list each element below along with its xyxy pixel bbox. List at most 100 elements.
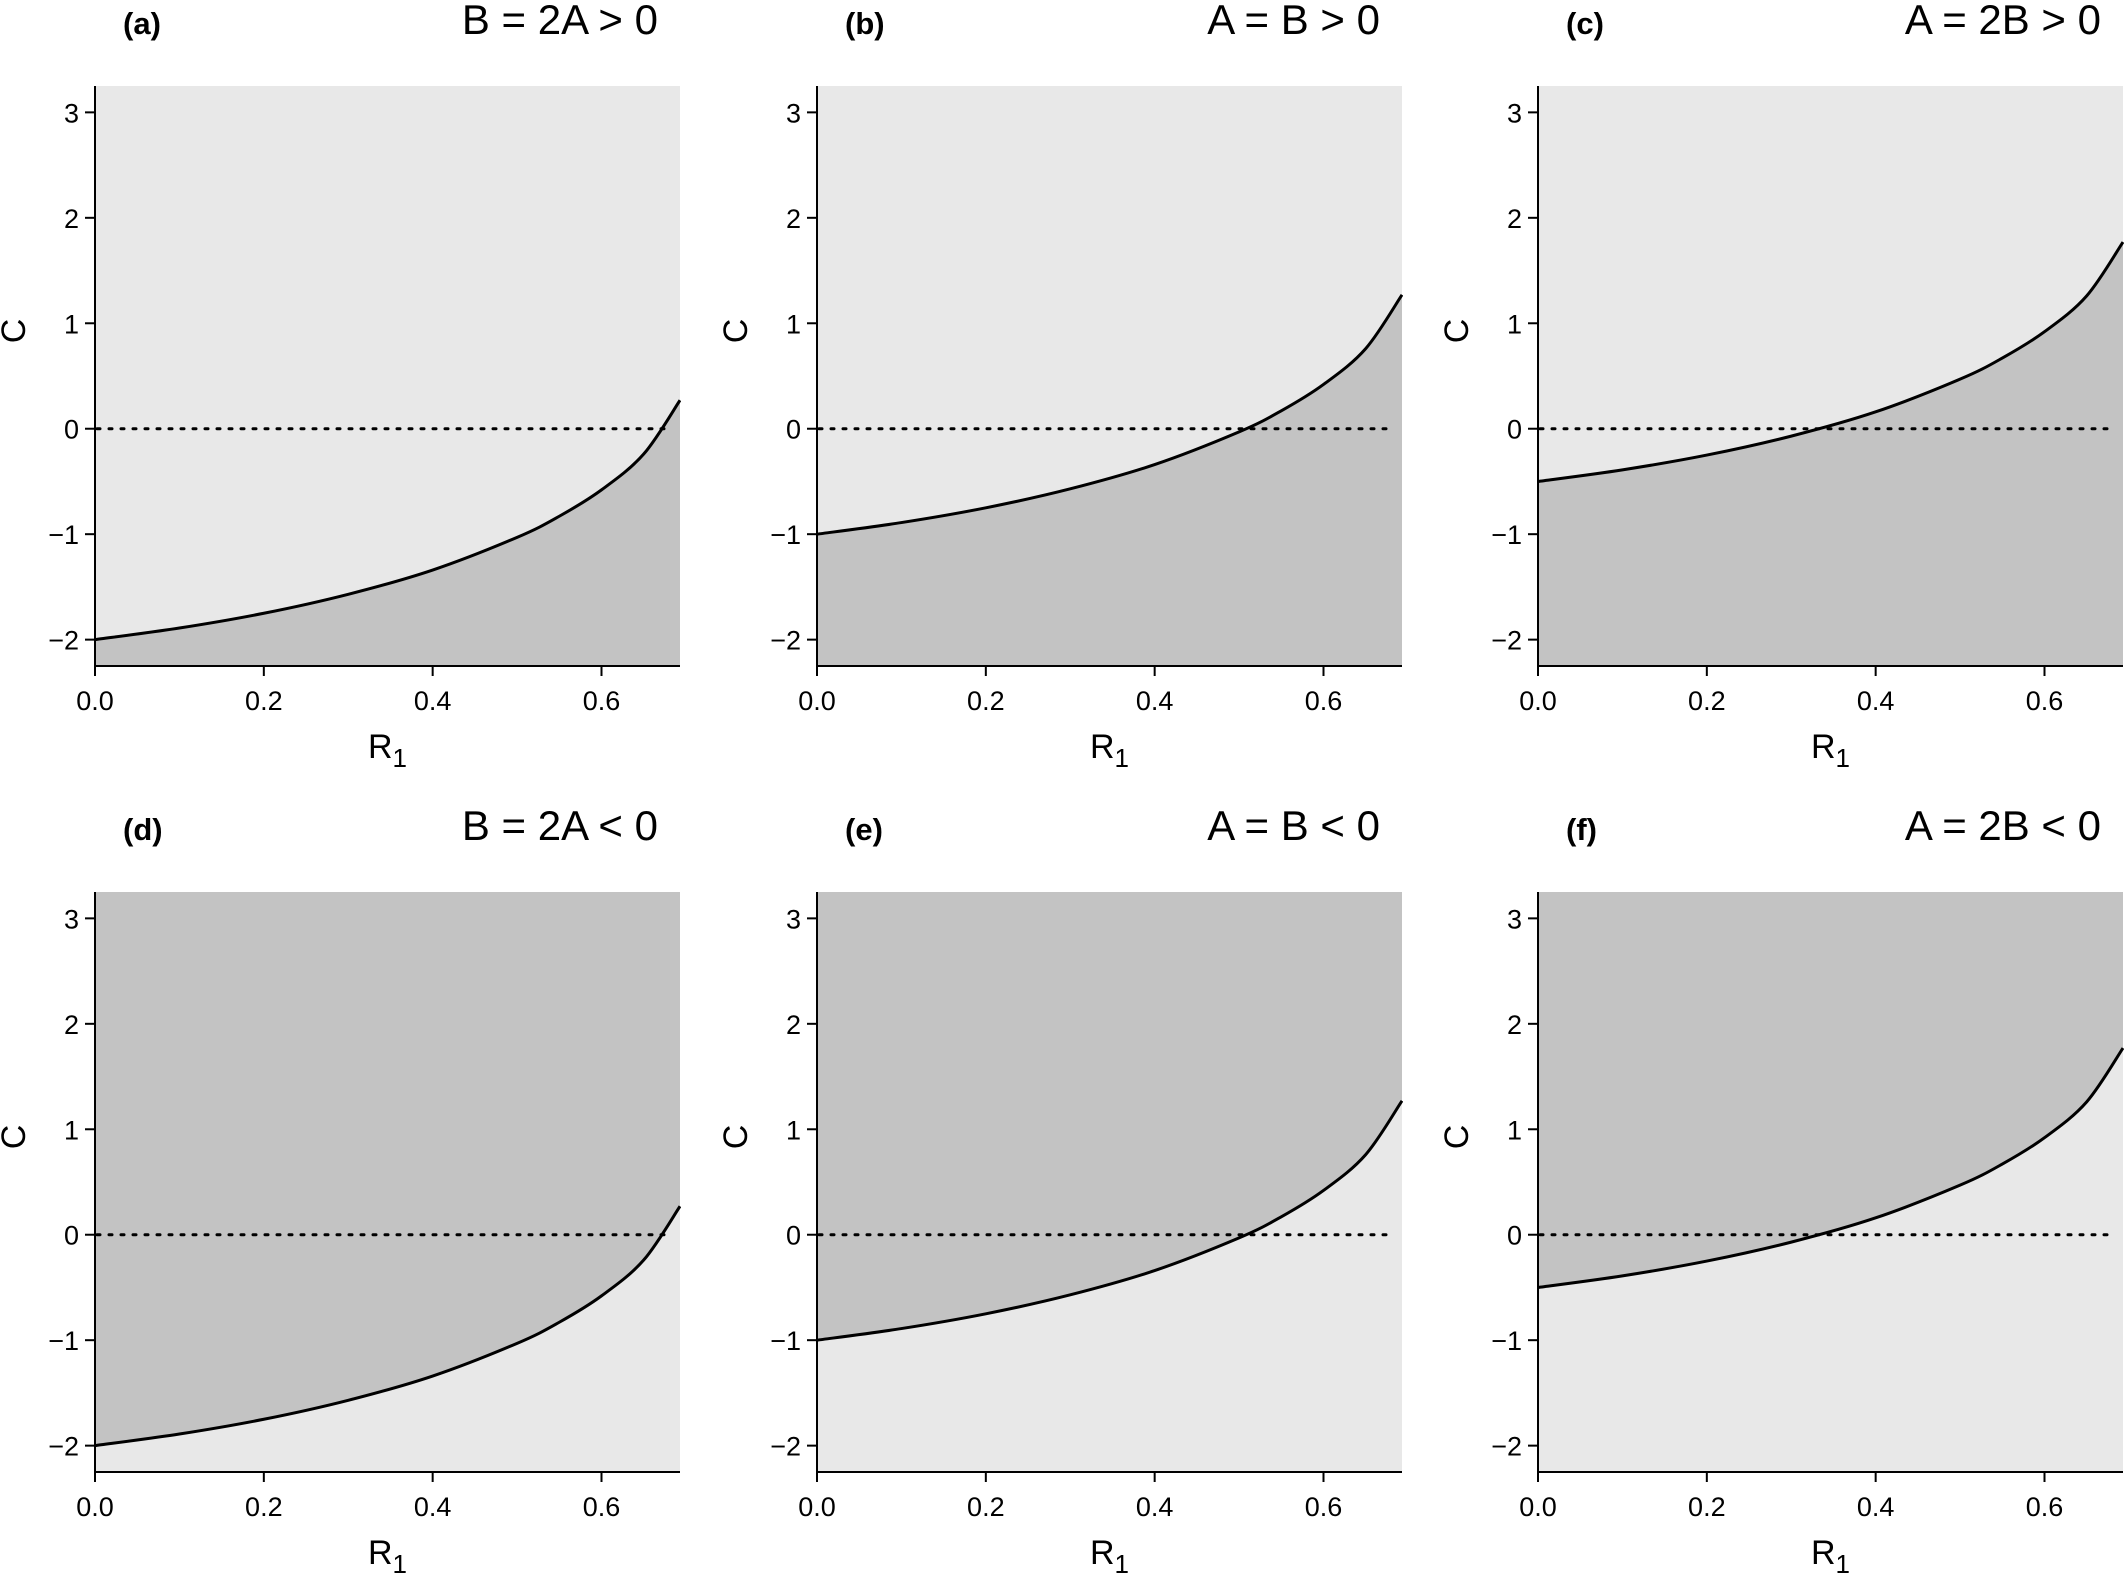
- panel-title: B = 2A < 0: [462, 802, 658, 849]
- x-tick-label: 0.0: [798, 1492, 836, 1522]
- y-tick-label: 2: [786, 1010, 801, 1040]
- x-tick-label: 0.6: [1305, 1492, 1343, 1522]
- x-tick-label: 0.0: [1519, 1492, 1557, 1522]
- y-tick-label: −1: [1491, 520, 1522, 550]
- y-tick-label: 2: [1507, 1010, 1522, 1040]
- x-tick-label: 0.0: [1519, 686, 1557, 716]
- x-tick-label: 0.0: [798, 686, 836, 716]
- x-tick-label: 0.2: [967, 686, 1005, 716]
- y-tick-label: 3: [1507, 98, 1522, 128]
- boundary-curve: [816, 1099, 1404, 1342]
- x-axis-label-main: R: [1811, 1534, 1836, 1572]
- x-tick-label: 0.0: [76, 1492, 114, 1522]
- y-tick-label: 0: [786, 1221, 801, 1251]
- y-tick-label: 0: [64, 415, 79, 445]
- x-axis-label: R1: [1811, 728, 1850, 773]
- panel-label: (f): [1566, 812, 1597, 847]
- x-tick-label: 0.2: [245, 686, 283, 716]
- y-tick-label: 2: [1507, 204, 1522, 234]
- y-tick-label: 2: [786, 204, 801, 234]
- y-tick-label: −2: [48, 626, 79, 656]
- x-tick-label: 0.4: [1136, 686, 1174, 716]
- y-tick-label: 2: [64, 204, 79, 234]
- x-axis-label-subscript: 1: [1836, 743, 1850, 773]
- x-tick-label: 0.6: [2026, 686, 2064, 716]
- panel-label: (b): [845, 6, 885, 41]
- y-tick-label: 1: [786, 309, 801, 339]
- x-tick-label: 0.2: [967, 1492, 1005, 1522]
- x-tick-label: 0.4: [1857, 1492, 1895, 1522]
- x-axis-label-main: R: [1090, 728, 1115, 766]
- x-tick-label: 0.4: [414, 1492, 452, 1522]
- region-below-curve: [95, 400, 680, 666]
- x-tick-label: 0.0: [76, 686, 114, 716]
- y-tick-label: −1: [1491, 1326, 1522, 1356]
- region-below-curve: [817, 1100, 1402, 1472]
- y-tick-label: 3: [1507, 904, 1522, 934]
- x-axis-label-main: R: [1811, 728, 1836, 766]
- y-tick-label: 3: [64, 904, 79, 934]
- y-tick-label: 0: [786, 415, 801, 445]
- y-tick-label: 3: [786, 904, 801, 934]
- y-tick-label: −1: [770, 1326, 801, 1356]
- y-tick-label: 1: [64, 309, 79, 339]
- panel-title: A = B > 0: [1207, 0, 1380, 43]
- x-axis-label: R1: [1090, 728, 1129, 773]
- x-tick-label: 0.4: [1136, 1492, 1174, 1522]
- y-tick-label: 1: [786, 1115, 801, 1145]
- x-tick-label: 0.6: [583, 686, 621, 716]
- panel-label: (c): [1566, 6, 1604, 41]
- x-axis-label-subscript: 1: [1115, 743, 1129, 773]
- x-tick-label: 0.4: [1857, 686, 1895, 716]
- region-below-curve: [817, 294, 1402, 666]
- y-axis-label: C: [0, 319, 33, 344]
- y-tick-label: −1: [48, 1326, 79, 1356]
- region-below-curve: [1538, 1048, 2123, 1472]
- panel-d: −2 −1 0 1 2 3 0.0 0.2 0.4 0.6 R1 C (d) B = 2A < 0: [0, 802, 683, 1579]
- y-tick-label: 1: [1507, 1115, 1522, 1145]
- x-axis-label-main: R: [1090, 1534, 1115, 1572]
- boundary-curve: [816, 293, 1404, 536]
- boundary-curve: [94, 1205, 682, 1448]
- region-below-curve: [1538, 242, 2123, 666]
- x-axis-label-subscript: 1: [1836, 1549, 1850, 1579]
- boundary-curve: [1537, 241, 2125, 483]
- x-tick-label: 0.6: [583, 1492, 621, 1522]
- x-axis-label-subscript: 1: [1115, 1549, 1129, 1579]
- y-tick-label: −1: [770, 520, 801, 550]
- y-axis-label: C: [1438, 319, 1476, 344]
- y-axis-label: C: [0, 1125, 33, 1150]
- boundary-curve: [94, 399, 682, 642]
- y-axis-label: C: [717, 1125, 755, 1150]
- x-tick-label: 0.2: [245, 1492, 283, 1522]
- x-axis-label-main: R: [368, 728, 393, 766]
- y-tick-label: −2: [770, 1432, 801, 1462]
- panel-title: B = 2A > 0: [462, 0, 658, 43]
- x-axis-label: R1: [368, 728, 407, 773]
- y-tick-label: −2: [48, 1432, 79, 1462]
- x-axis-label: R1: [368, 1534, 407, 1579]
- y-tick-label: 0: [1507, 1221, 1522, 1251]
- y-tick-label: 1: [1507, 309, 1522, 339]
- panel-title: A = 2B < 0: [1905, 802, 2101, 849]
- panel-title: A = 2B > 0: [1905, 0, 2101, 43]
- y-tick-label: 3: [786, 98, 801, 128]
- y-tick-label: −2: [1491, 1432, 1522, 1462]
- y-tick-label: 0: [1507, 415, 1522, 445]
- y-tick-label: 0: [64, 1221, 79, 1251]
- y-tick-label: 1: [64, 1115, 79, 1145]
- x-axis-label-subscript: 1: [393, 1549, 407, 1579]
- panel-label: (e): [845, 812, 883, 847]
- region-below-curve: [95, 1206, 680, 1472]
- panel-label: (d): [123, 812, 163, 847]
- y-tick-label: −2: [1491, 626, 1522, 656]
- boundary-curve: [1537, 1047, 2125, 1289]
- y-tick-label: 2: [64, 1010, 79, 1040]
- x-tick-label: 0.6: [2026, 1492, 2064, 1522]
